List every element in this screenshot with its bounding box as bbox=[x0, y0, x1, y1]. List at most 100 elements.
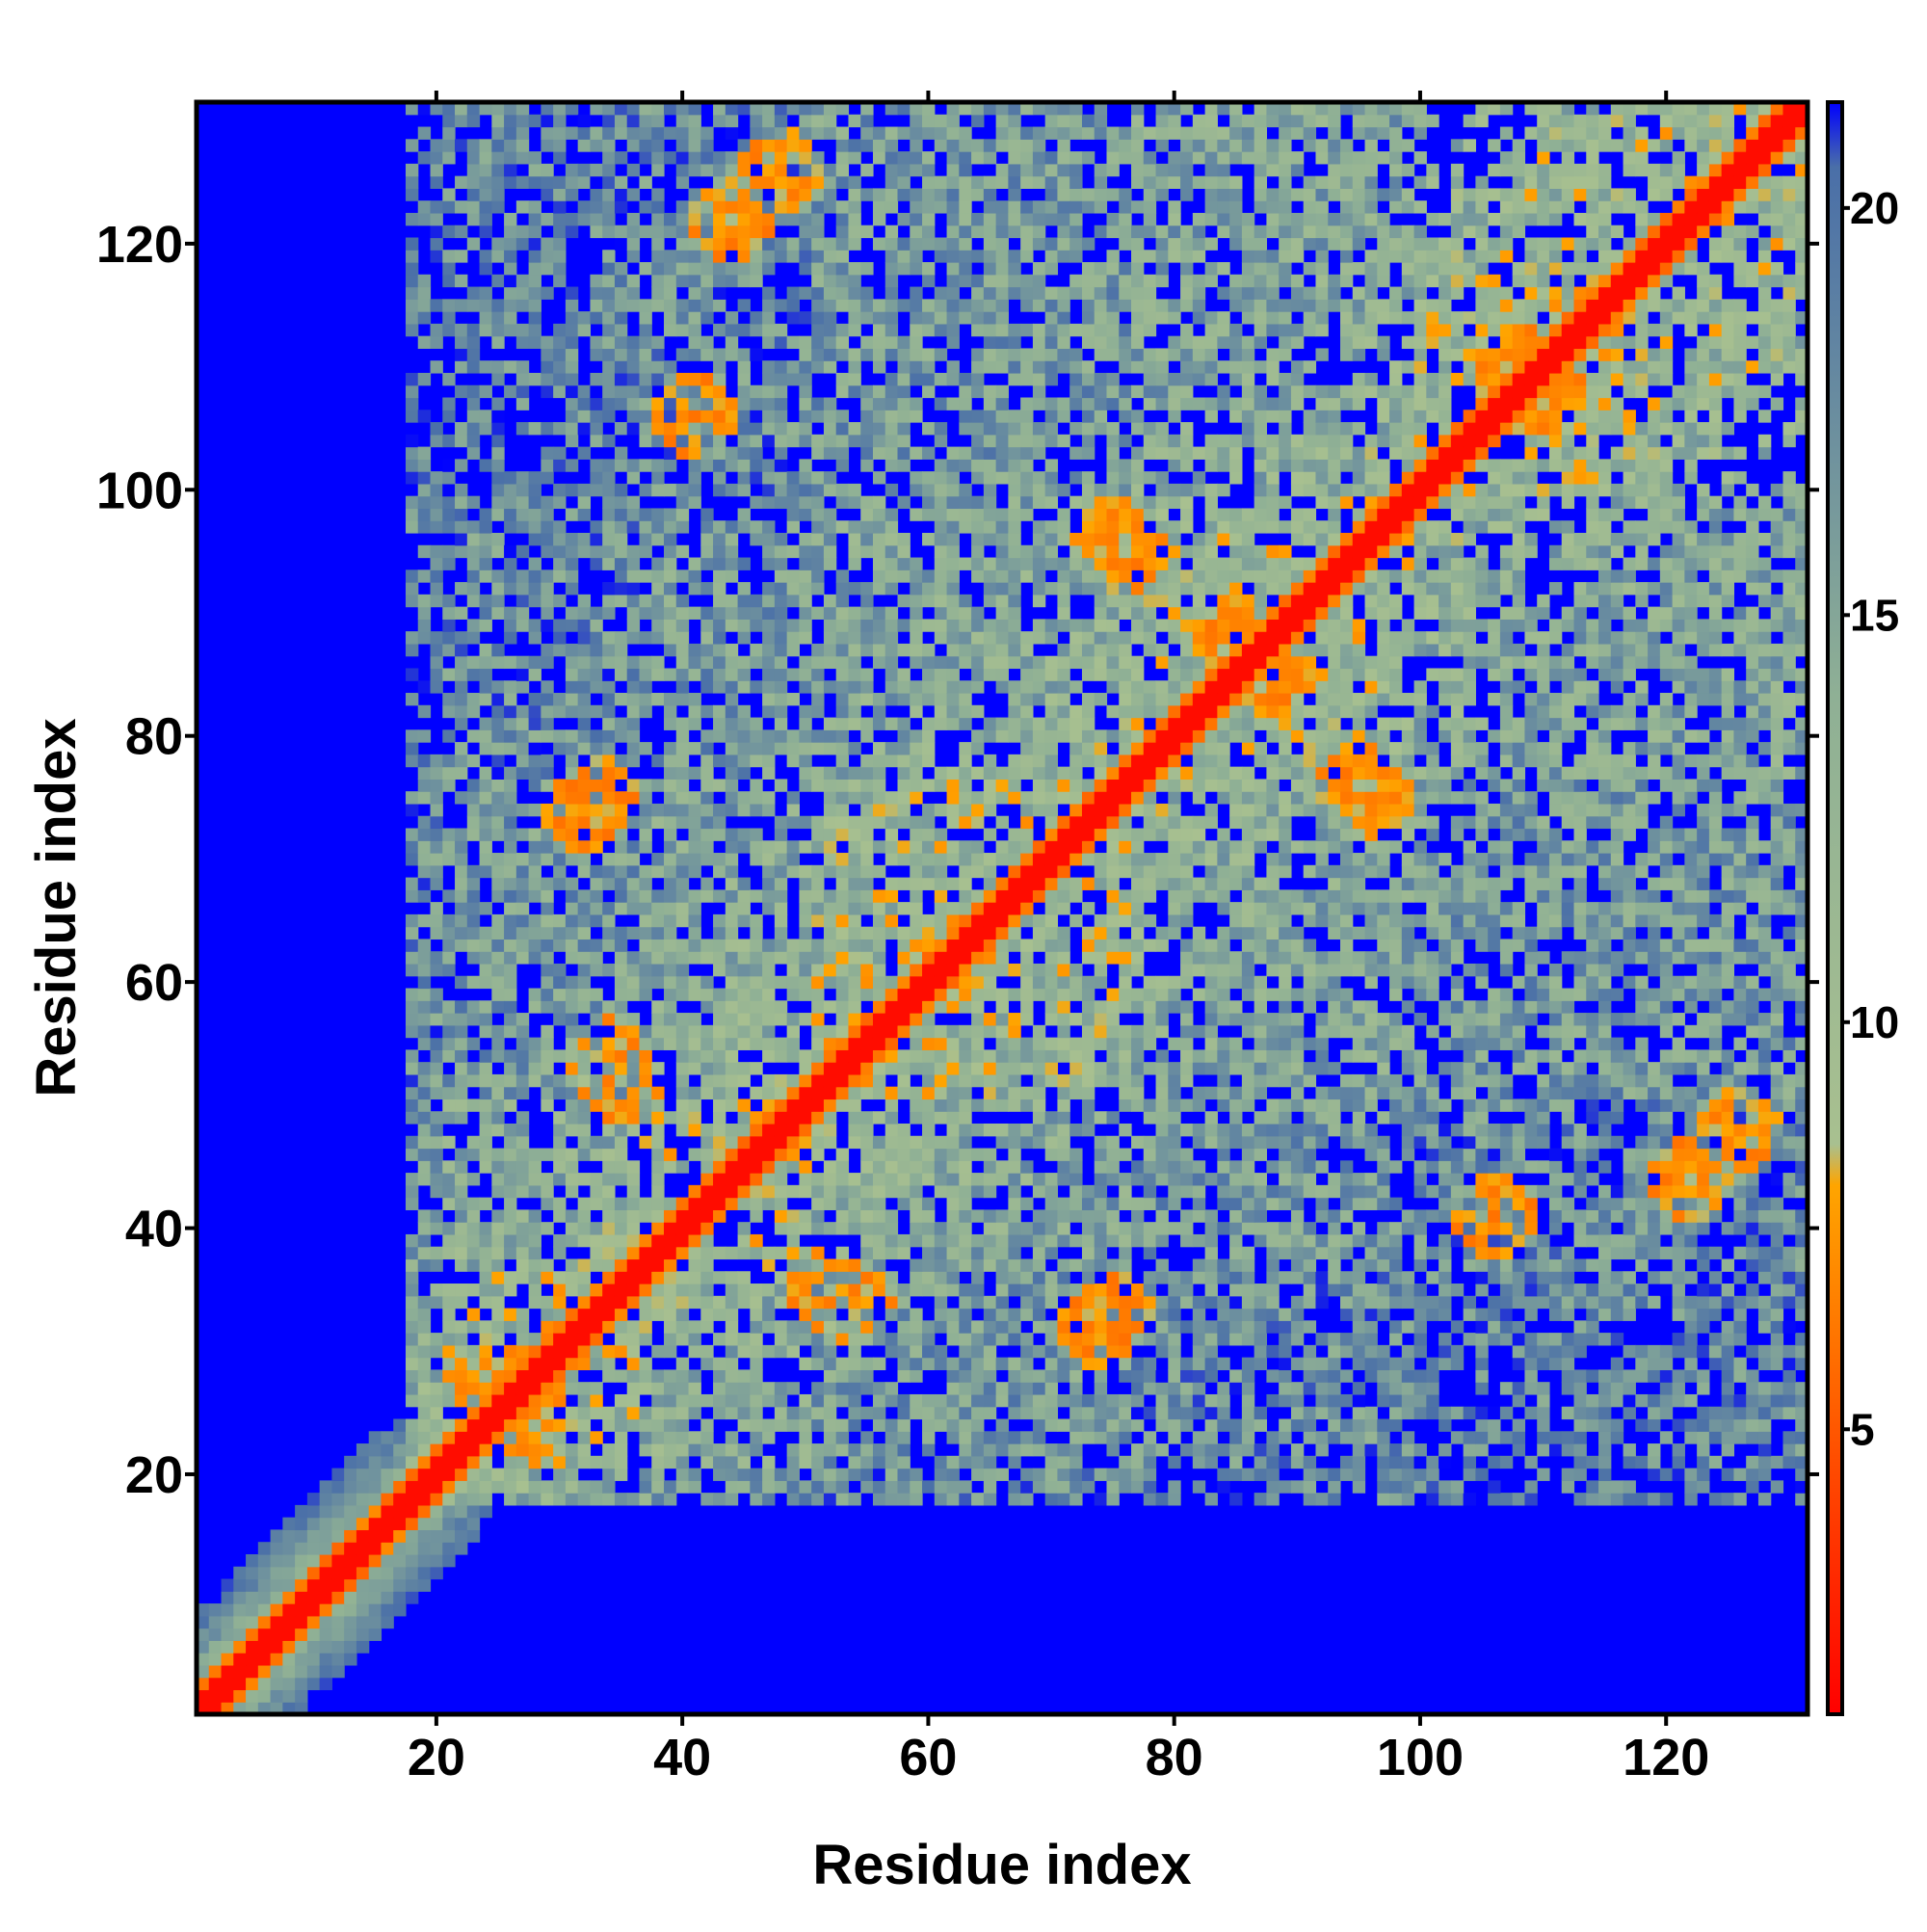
heatmap-cell bbox=[1524, 1308, 1538, 1321]
heatmap-cell bbox=[1426, 1246, 1439, 1260]
heatmap-cell bbox=[725, 557, 739, 570]
heatmap-cell bbox=[1733, 1222, 1747, 1235]
heatmap-cell bbox=[504, 631, 517, 645]
heatmap-cell bbox=[541, 926, 554, 940]
heatmap-cell bbox=[466, 1393, 481, 1408]
heatmap-cell bbox=[430, 951, 443, 965]
heatmap-cell bbox=[1069, 1431, 1083, 1444]
heatmap-cell bbox=[1770, 1320, 1784, 1334]
heatmap-cell bbox=[491, 1086, 505, 1100]
heatmap-cell bbox=[602, 1062, 616, 1075]
heatmap-cell bbox=[233, 1702, 247, 1715]
heatmap-cell bbox=[762, 951, 776, 965]
heatmap-cell bbox=[553, 877, 567, 890]
heatmap-cell bbox=[737, 1013, 751, 1026]
heatmap-cell bbox=[1008, 1284, 1021, 1297]
heatmap-cell bbox=[639, 680, 652, 694]
heatmap-cell bbox=[1721, 1320, 1735, 1334]
heatmap-cell bbox=[1168, 1431, 1181, 1444]
heatmap-cell bbox=[774, 631, 788, 645]
heatmap-cell bbox=[750, 446, 763, 460]
heatmap-cell bbox=[221, 1653, 234, 1666]
heatmap-cell bbox=[442, 1480, 456, 1494]
heatmap-cell bbox=[1659, 1431, 1674, 1444]
heatmap-cell bbox=[614, 889, 628, 903]
heatmap-cell bbox=[417, 1344, 432, 1359]
heatmap-cell bbox=[541, 1431, 554, 1444]
heatmap-cell bbox=[1229, 1160, 1243, 1174]
heatmap-cell bbox=[626, 1184, 641, 1199]
heatmap-cell bbox=[515, 1406, 530, 1420]
heatmap-cell bbox=[1426, 1184, 1439, 1199]
heatmap-cell bbox=[1044, 1295, 1059, 1310]
heatmap-cell bbox=[1377, 1233, 1390, 1248]
heatmap-cell bbox=[750, 680, 763, 694]
heatmap-cell bbox=[257, 1702, 272, 1715]
heatmap-cell bbox=[479, 939, 492, 952]
heatmap-cell bbox=[1733, 1431, 1747, 1444]
heatmap-cell bbox=[1648, 1406, 1661, 1420]
heatmap-cell bbox=[417, 1098, 432, 1112]
heatmap-cell bbox=[257, 1664, 272, 1679]
heatmap-cell bbox=[1733, 1418, 1747, 1432]
heatmap-cell bbox=[1413, 1369, 1427, 1383]
heatmap-cell bbox=[541, 250, 554, 263]
heatmap-cell bbox=[466, 569, 481, 583]
heatmap-cell bbox=[541, 360, 554, 374]
heatmap-cell bbox=[405, 1271, 419, 1284]
heatmap-cell bbox=[614, 151, 628, 165]
heatmap-cell bbox=[405, 1529, 419, 1543]
heatmap-cell bbox=[590, 1013, 603, 1026]
heatmap-cell bbox=[713, 1246, 726, 1260]
heatmap-cell bbox=[1241, 1418, 1255, 1432]
heatmap-cell bbox=[675, 1284, 690, 1297]
heatmap-cell bbox=[725, 742, 739, 755]
heatmap-cell bbox=[1328, 1369, 1341, 1383]
heatmap-cell bbox=[405, 889, 419, 903]
heatmap-cell bbox=[590, 212, 603, 226]
heatmap-cell bbox=[713, 114, 726, 128]
heatmap-cell bbox=[762, 1173, 776, 1186]
heatmap-cell bbox=[1623, 1455, 1636, 1469]
heatmap-cell bbox=[1180, 1222, 1194, 1235]
heatmap-cell bbox=[430, 471, 443, 485]
heatmap-cell bbox=[762, 1393, 776, 1408]
heatmap-cell bbox=[1537, 1357, 1550, 1371]
heatmap-cell bbox=[959, 1135, 972, 1150]
heatmap-cell bbox=[675, 1062, 690, 1075]
heatmap-cell bbox=[1439, 1357, 1452, 1371]
heatmap-cell bbox=[737, 1111, 751, 1125]
heatmap-cell bbox=[750, 434, 763, 448]
heatmap-cell bbox=[602, 1135, 616, 1150]
heatmap-cell bbox=[626, 606, 641, 620]
heatmap-cell bbox=[1204, 1258, 1218, 1272]
heatmap-cell bbox=[1241, 1123, 1255, 1137]
heatmap-cell bbox=[541, 1308, 554, 1321]
heatmap-cell bbox=[430, 1209, 443, 1223]
heatmap-cell bbox=[1339, 1431, 1354, 1444]
heatmap-cell bbox=[602, 902, 616, 915]
heatmap-cell bbox=[762, 459, 776, 472]
heatmap-cell bbox=[1524, 1233, 1538, 1248]
heatmap-cell bbox=[541, 348, 554, 361]
heatmap-cell bbox=[565, 483, 579, 497]
heatmap-cell bbox=[491, 1148, 505, 1161]
heatmap-cell bbox=[1413, 1468, 1427, 1481]
heatmap-cell bbox=[1131, 1406, 1145, 1420]
heatmap-cell bbox=[614, 1393, 628, 1408]
heatmap-cell bbox=[737, 1295, 751, 1310]
heatmap-cell bbox=[602, 508, 616, 521]
heatmap-cell bbox=[1241, 1222, 1255, 1235]
heatmap-cell bbox=[504, 951, 517, 965]
heatmap-cell bbox=[1168, 1480, 1181, 1494]
heatmap-cell bbox=[872, 1246, 886, 1260]
heatmap-cell bbox=[479, 323, 492, 337]
heatmap-cell bbox=[602, 544, 616, 559]
heatmap-cell bbox=[688, 1468, 701, 1481]
heatmap-cell bbox=[1586, 1258, 1599, 1272]
heatmap-cell bbox=[1315, 1382, 1329, 1395]
heatmap-cell bbox=[430, 877, 443, 890]
heatmap-cell bbox=[639, 410, 652, 423]
heatmap-cell bbox=[651, 926, 665, 940]
heatmap-cell bbox=[1229, 1308, 1243, 1321]
